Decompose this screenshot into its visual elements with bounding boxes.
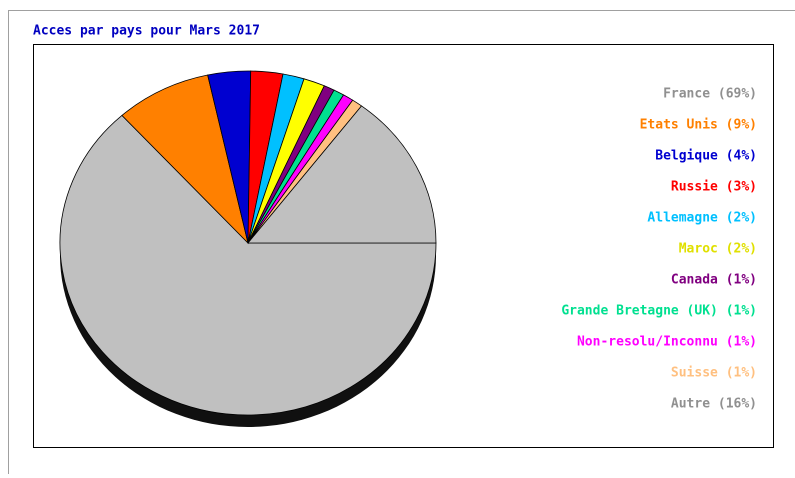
legend-label: France (69%) [663,87,757,102]
chart-title: Acces par pays pour Mars 2017 [33,24,260,39]
legend-label: Non-resolu/Inconnu (1%) [577,335,757,350]
legend-label: Etats Unis (9%) [640,118,757,133]
legend-label: Maroc (2%) [679,242,757,257]
legend-label: Allemagne (2%) [647,211,757,226]
legend-label: Autre (16%) [671,397,757,412]
legend-label: Grande Bretagne (UK) (1%) [561,304,757,319]
legend-label: Russie (3%) [671,180,757,195]
legend-label: Canada (1%) [671,273,757,288]
legend-label: Suisse (1%) [671,366,757,381]
legend-label: Belgique (4%) [655,149,757,164]
